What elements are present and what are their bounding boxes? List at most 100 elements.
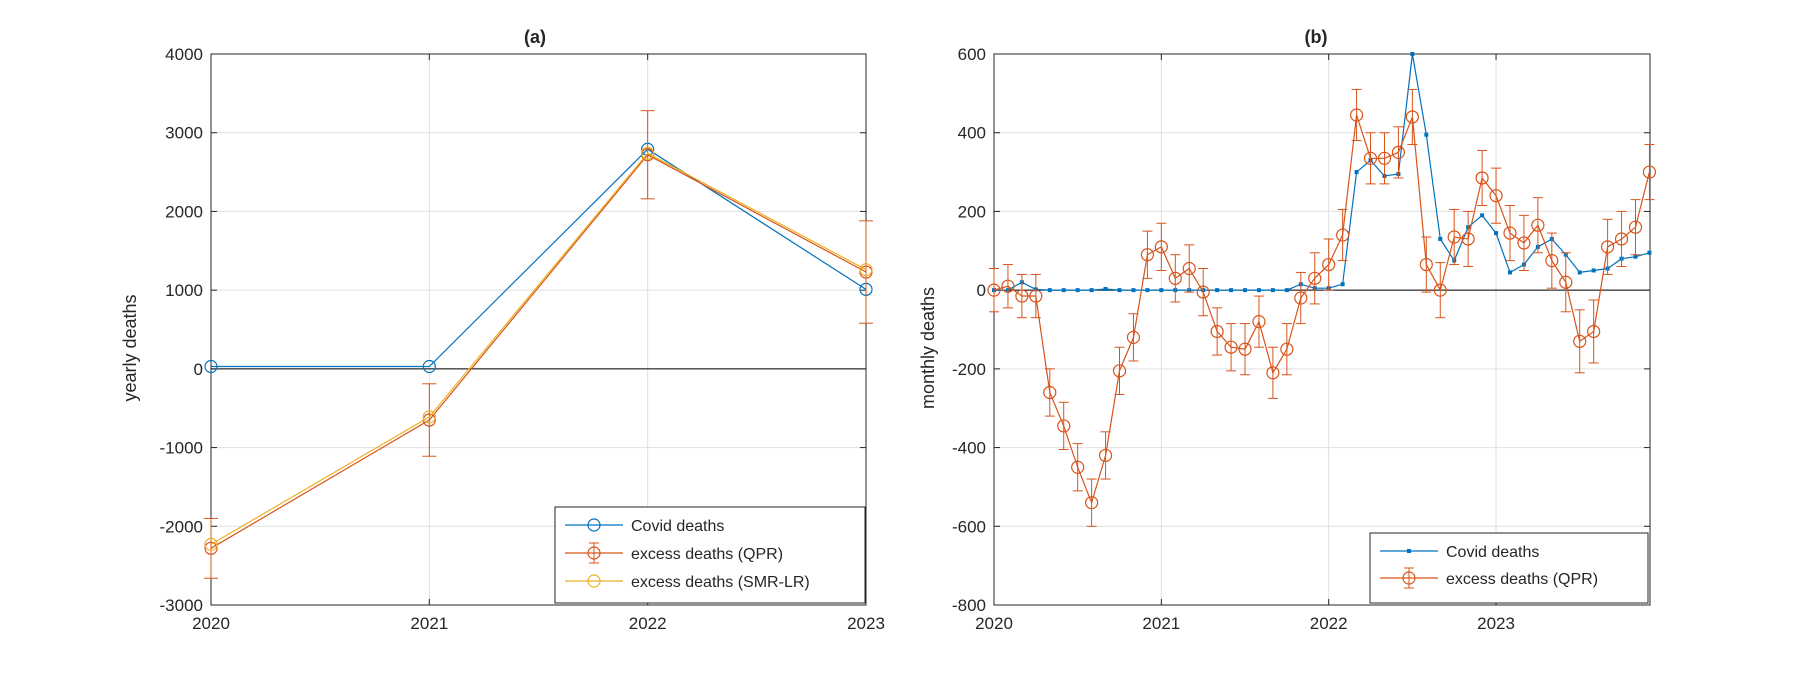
legend-item-a-2: excess deaths (SMR-LR) (565, 574, 810, 591)
chart-b-title: (b) (1305, 27, 1328, 47)
legend-label-a: Covid deaths (631, 518, 724, 535)
y-tick-label-a: 0 (194, 360, 203, 379)
data-point-b-1 (1461, 232, 1475, 246)
error-bar-b-1 (1072, 443, 1083, 492)
chart-panel-a: (a) yearly deaths 2020 2021 2022 2023 -3000 -… (120, 27, 885, 633)
data-point-b-1 (1349, 108, 1364, 122)
data-point-b-0 (1270, 288, 1275, 293)
y-tick-label-a: 3000 (165, 124, 203, 143)
data-point-b-1 (1126, 330, 1141, 344)
error-bar-b-1 (1002, 264, 1013, 309)
error-bar-b-1 (1058, 401, 1069, 451)
x-tick-label-a: 2021 (410, 614, 448, 633)
data-point-b-1 (1363, 151, 1378, 165)
error-bar-b-1 (1477, 149, 1488, 207)
data-point-b-0 (1243, 288, 1248, 293)
series-a-2 (204, 146, 873, 551)
y-tick-label-b: -800 (952, 596, 986, 615)
data-point-b-1 (1377, 151, 1392, 165)
data-point-b-1 (1573, 334, 1587, 348)
data-point-b-0 (1494, 231, 1499, 236)
data-point-b-0 (1577, 270, 1582, 275)
error-bar-b-1 (1421, 236, 1432, 293)
error-bar-b-1 (1491, 167, 1502, 224)
x-tick-label-b: 2022 (1310, 614, 1348, 633)
x-tick-label-a: 2020 (192, 614, 230, 633)
data-point-b-0 (1089, 288, 1094, 293)
legend-box-a (554, 506, 866, 604)
y-tick-label-b: -600 (952, 517, 986, 536)
y-tick-label-b: 200 (958, 202, 986, 221)
data-point-b-1 (1057, 419, 1071, 433)
y-tick-label-a: -1000 (160, 439, 203, 458)
y-tick-label-a: -3000 (160, 596, 203, 615)
data-point-b-1 (1308, 271, 1322, 285)
data-point-b-0 (1131, 288, 1136, 293)
data-point-b-0 (1215, 288, 1220, 293)
x-tick-label-a: 2022 (629, 614, 667, 633)
error-bar-b-1 (1295, 271, 1306, 325)
error-bar-b-1 (1630, 199, 1641, 256)
error-bar-b-1 (1337, 208, 1348, 262)
data-point-b-1 (1336, 228, 1350, 242)
data-point-b-1 (1098, 448, 1113, 463)
error-bar-b-1 (1546, 232, 1557, 289)
series-b-1 (987, 88, 1657, 527)
data-point-b-1 (1224, 340, 1238, 354)
data-point-b-0 (1424, 132, 1429, 137)
data-point-b-1 (1419, 257, 1433, 272)
error-bar-b-1 (1323, 238, 1334, 291)
error-bar-b-1 (1240, 323, 1251, 376)
data-point-b-1 (1601, 240, 1615, 254)
error-bar-b-1 (1560, 252, 1571, 313)
data-point-b-0 (1647, 250, 1652, 255)
data-point-b-1 (1029, 289, 1043, 303)
axes-box-b (993, 53, 1651, 606)
data-point-b-1 (1168, 271, 1182, 285)
error-bar-b-1 (1156, 222, 1167, 271)
data-point-b-1 (1517, 236, 1531, 250)
legend-label-b: excess deaths (QPR) (1446, 571, 1598, 588)
y-tick-label-a: 1000 (165, 281, 203, 300)
error-bar-b-1 (1086, 478, 1097, 527)
data-point-b-1 (1015, 289, 1029, 303)
data-point-b-0 (1410, 52, 1415, 56)
data-point-b-1 (1391, 145, 1406, 159)
error-bar-b-1 (1114, 346, 1125, 395)
series-line-a-1 (210, 154, 867, 549)
error-bar-b-1 (1016, 273, 1027, 319)
error-bar-b-1 (1170, 254, 1181, 303)
data-point-b-1 (1447, 230, 1461, 244)
error-bar-a-1 (204, 517, 218, 579)
y-tick-label-b: -400 (952, 439, 986, 458)
error-bar-b-1 (1128, 313, 1139, 362)
data-point-b-1 (1294, 291, 1308, 305)
data-point-a-2 (204, 537, 218, 551)
data-point-b-1 (1266, 366, 1280, 380)
x-tick-label-b: 2023 (1477, 614, 1515, 633)
data-point-b-1 (1085, 496, 1099, 510)
data-point-b-0 (1591, 268, 1596, 273)
data-point-b-1 (1071, 460, 1085, 474)
data-point-b-0 (1438, 236, 1443, 241)
data-point-b-1 (1559, 275, 1573, 289)
data-point-b-1 (1252, 315, 1266, 329)
error-bar-b-1 (1365, 132, 1376, 185)
chart-panel-b: (b) monthly deaths 2020 2021 2022 2023 -800 -… (918, 27, 1657, 633)
legend-item-a-0: Covid deaths (565, 518, 724, 535)
y-tick-label-a: 4000 (165, 45, 203, 64)
error-bar-b-1 (1281, 323, 1292, 376)
data-point-b-1 (1322, 257, 1336, 272)
x-tick-label-b: 2020 (975, 614, 1013, 633)
x-tick-label-b: 2021 (1142, 614, 1180, 633)
error-bar-b-1 (1030, 273, 1041, 319)
data-point-b-0 (1159, 288, 1164, 293)
data-point-b-1 (1405, 110, 1419, 124)
y-tick-label-b: 400 (958, 124, 986, 143)
data-point-b-1 (1475, 171, 1489, 185)
data-point-b-1 (1280, 342, 1294, 356)
data-point-b-1 (1196, 285, 1210, 299)
error-bar-b-1 (1267, 346, 1278, 399)
error-bar-b-1 (1644, 144, 1655, 201)
data-point-b-1 (1489, 189, 1503, 203)
